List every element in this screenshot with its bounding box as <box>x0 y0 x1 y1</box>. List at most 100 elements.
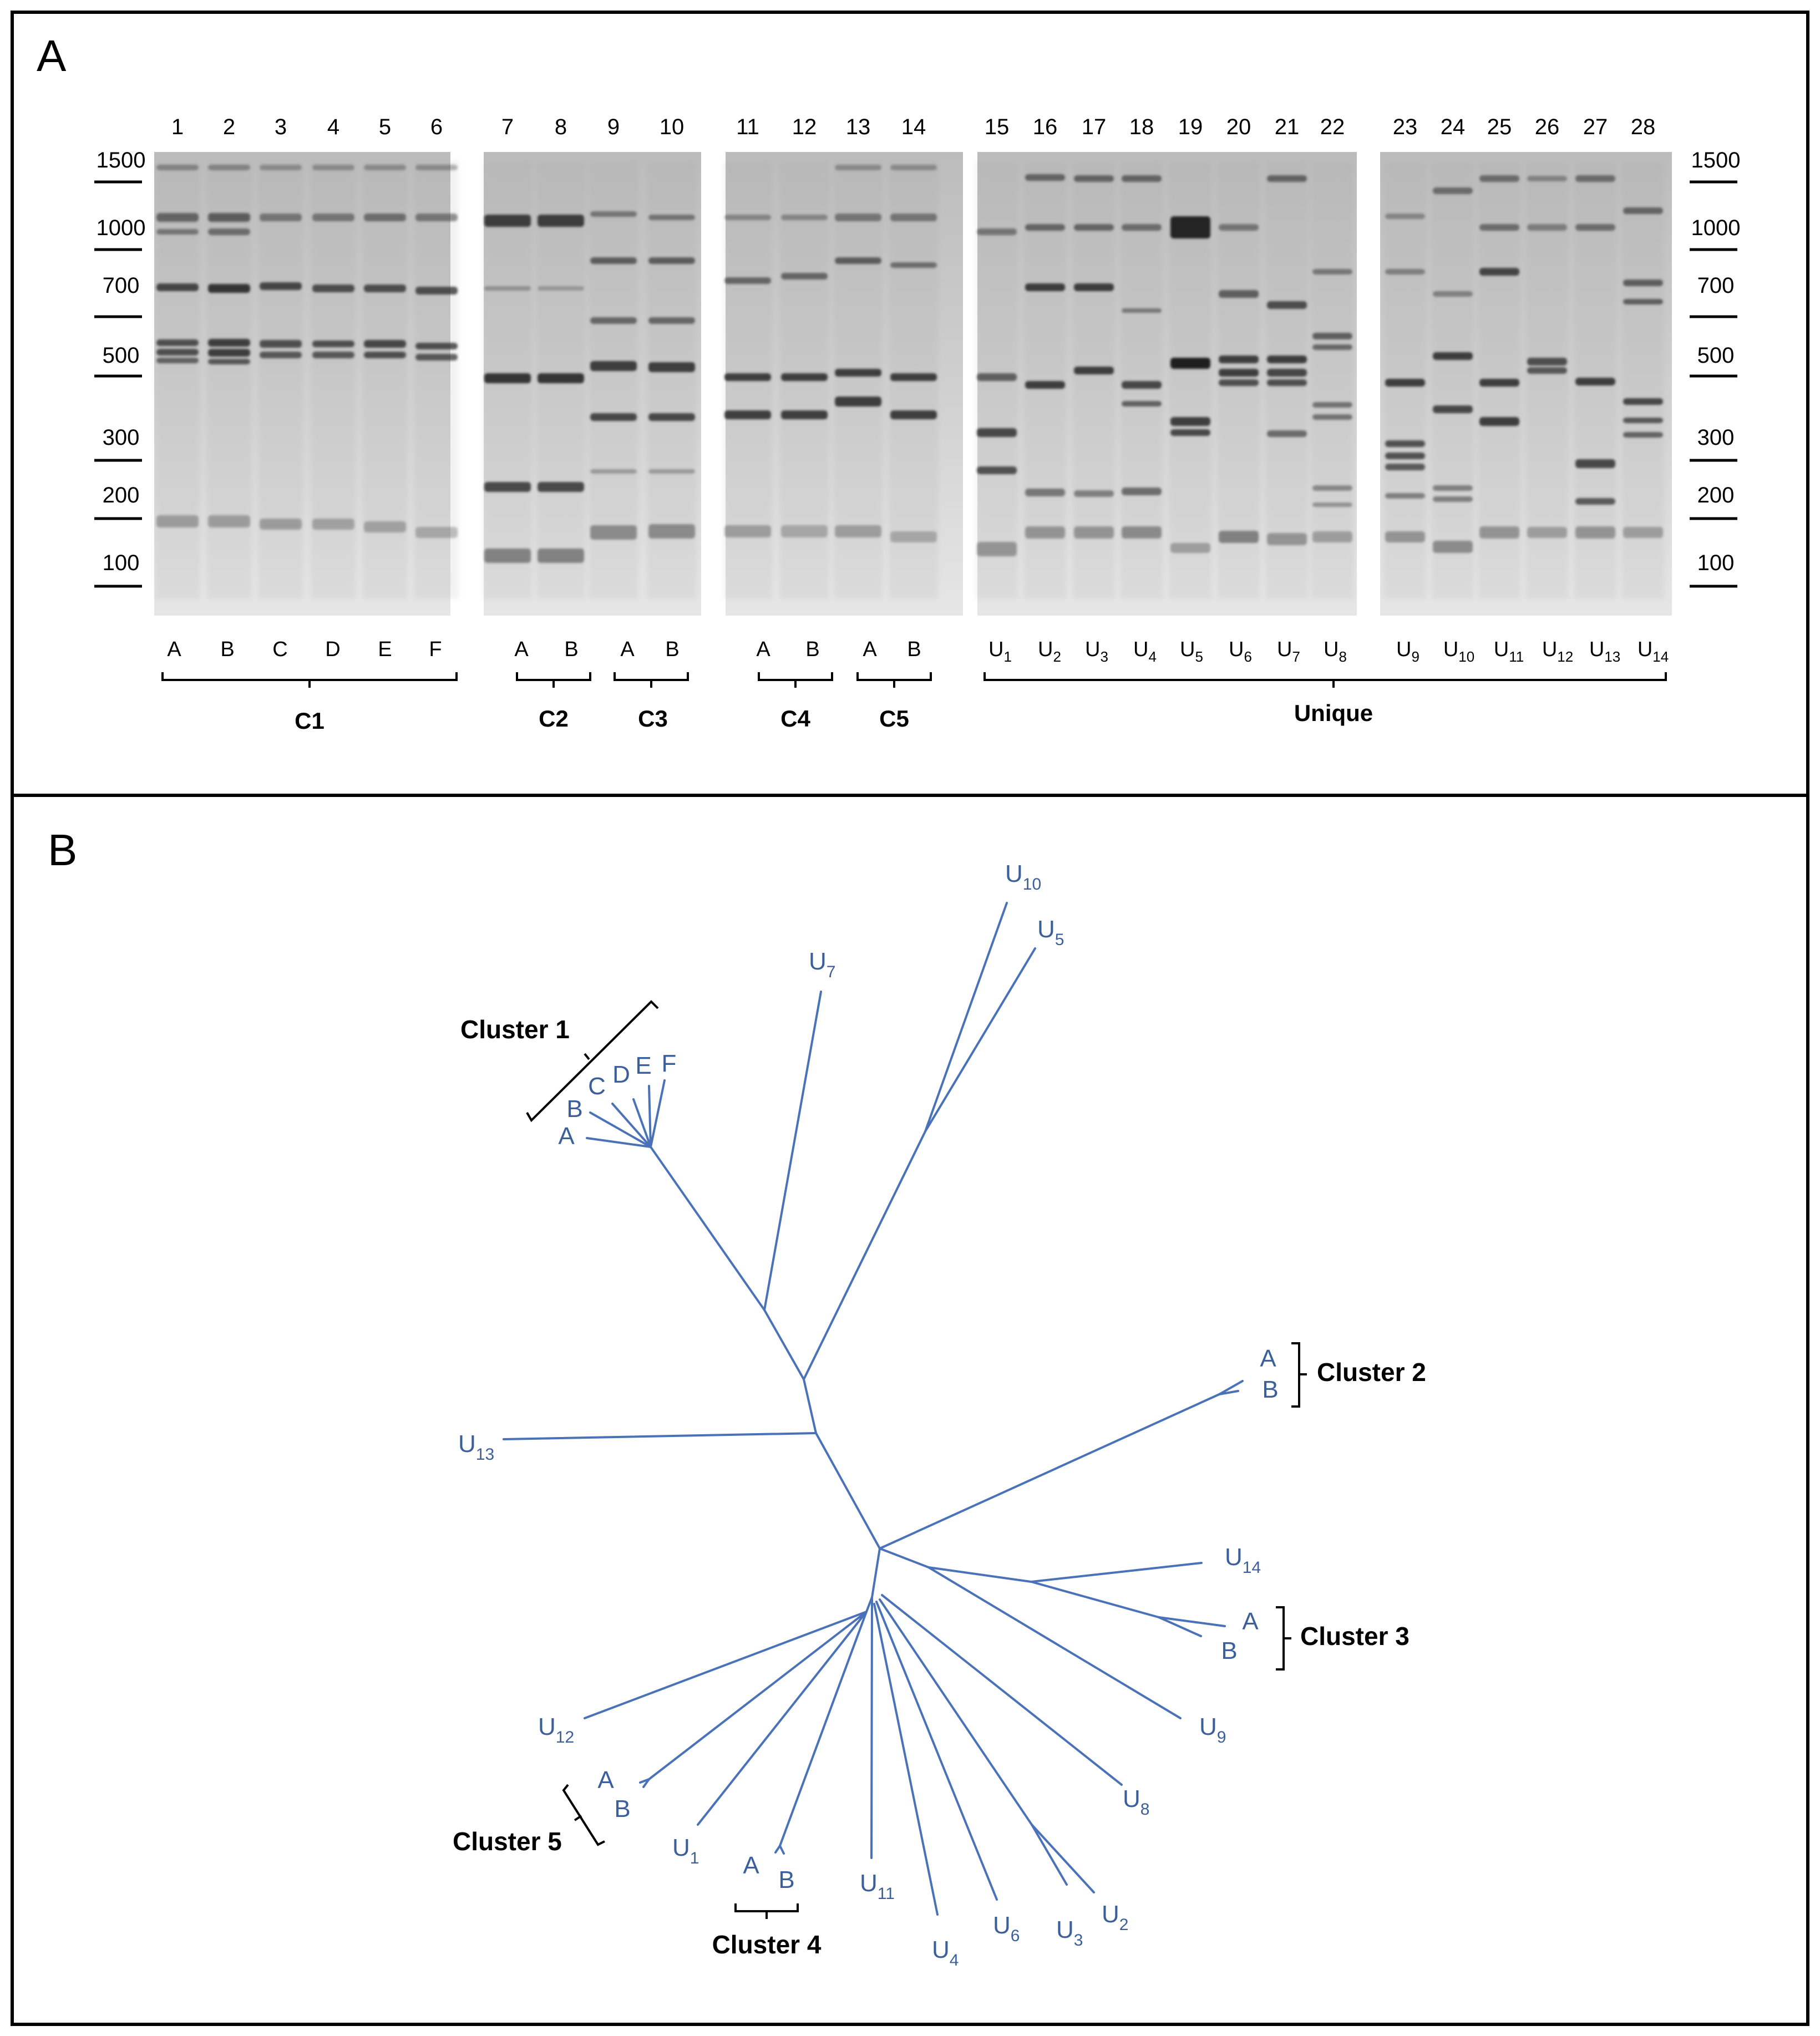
gel-band <box>1312 531 1352 542</box>
gel-band <box>1170 417 1210 426</box>
gel-band <box>364 285 406 292</box>
gel-band <box>1527 367 1567 374</box>
gel-band <box>260 282 302 290</box>
gel-band <box>890 165 937 170</box>
gel-band <box>1122 308 1162 313</box>
gel-band <box>312 285 354 292</box>
gel-band <box>977 542 1017 556</box>
gel-band <box>1170 429 1210 436</box>
gel-band <box>208 359 250 364</box>
gel-band <box>890 373 937 381</box>
bracket-unique <box>985 672 1666 688</box>
gel-band <box>781 273 828 280</box>
gel-band <box>1267 369 1307 377</box>
lane-letter: B <box>907 638 921 661</box>
lane-number: 18 <box>1129 115 1154 139</box>
lane-number: 27 <box>1583 115 1608 139</box>
gel-band <box>1312 344 1352 350</box>
gel-band <box>1623 207 1663 214</box>
panel-a-label: A <box>37 31 67 80</box>
gel-lane <box>1432 161 1474 599</box>
gel-band <box>415 354 458 361</box>
tree-leaf-u4: U4 <box>932 1936 959 1969</box>
gel-lane <box>207 161 251 599</box>
gel-band <box>1623 398 1663 405</box>
group-label-c2: C2 <box>539 705 569 732</box>
size-marker-label: 500 <box>103 343 140 368</box>
gel-band <box>1623 299 1663 304</box>
lane-number: 19 <box>1178 115 1203 139</box>
gel-band <box>724 410 771 419</box>
unique-lane-label: U3 <box>1085 638 1108 665</box>
lane-letter: A <box>756 638 770 661</box>
tree-branch <box>880 1394 1219 1548</box>
gel-band <box>1623 418 1663 423</box>
gel-band <box>835 525 881 537</box>
gel-band <box>156 349 199 356</box>
lane-letter: C <box>272 638 287 661</box>
lane-number: 16 <box>1033 115 1058 139</box>
gel-band <box>312 519 354 530</box>
tree-leaf-u8: U8 <box>1123 1785 1149 1819</box>
gel-band <box>1122 401 1162 407</box>
gel-band <box>1312 502 1352 507</box>
tree-branch <box>872 1548 880 1597</box>
gel-band <box>364 214 406 221</box>
gel-band <box>835 369 881 377</box>
tree-leaf-u3: U3 <box>1056 1916 1083 1949</box>
panel-b-label: B <box>48 825 77 875</box>
size-marker-label: 300 <box>1697 425 1735 450</box>
gel-band <box>835 257 881 264</box>
gel-band <box>1219 379 1259 386</box>
gel-band <box>781 525 828 537</box>
gel-band <box>590 361 637 371</box>
tree-leaf-cluster5-b: B <box>614 1795 630 1822</box>
tree-leaf-u2: U2 <box>1102 1901 1128 1934</box>
unique-lane-label: U4 <box>1133 638 1157 665</box>
size-marker-label: 100 <box>103 551 140 575</box>
tree-leaf-f: F <box>662 1050 677 1077</box>
lane-number: 28 <box>1631 115 1656 139</box>
gel-band <box>1122 526 1162 539</box>
gel-band <box>648 317 695 324</box>
gel-band <box>156 515 199 527</box>
size-marker-label: 500 <box>1697 343 1735 368</box>
gel-band <box>781 373 828 381</box>
gel-band <box>1527 176 1567 181</box>
gel-band <box>590 257 637 264</box>
bracket-c2 <box>517 672 590 688</box>
lane-number: 2 <box>223 115 235 139</box>
tree-branch <box>1031 1563 1201 1582</box>
gel-band <box>1267 430 1307 437</box>
gel-band <box>484 286 531 291</box>
tree-leaf-u6: U6 <box>993 1912 1020 1945</box>
gel-band <box>724 277 771 284</box>
gel-band <box>590 525 637 540</box>
unique-lane-label: U6 <box>1229 638 1252 665</box>
gel-band <box>538 286 584 291</box>
tree-branch <box>816 1433 880 1548</box>
gel-band <box>724 215 771 220</box>
gel-band <box>1575 459 1615 468</box>
gel-band <box>538 482 584 492</box>
tree-leaf-u12: U12 <box>538 1713 574 1746</box>
tree-branch <box>764 1310 804 1379</box>
gel-band <box>1575 378 1615 385</box>
gel-band <box>1219 224 1259 231</box>
cluster-label-5: Cluster 5 <box>453 1827 562 1856</box>
gel-band <box>1267 356 1307 363</box>
gel-band <box>1527 527 1567 538</box>
gel-band <box>977 466 1017 474</box>
gel-band <box>538 549 584 563</box>
cluster3-bracket <box>1276 1607 1291 1669</box>
bracket-c4 <box>759 672 832 688</box>
gel-band <box>890 262 937 268</box>
gel-band <box>648 413 695 421</box>
gel-band <box>1074 367 1114 374</box>
lane-number: 24 <box>1441 115 1466 139</box>
panel-b-frame <box>12 795 1808 2024</box>
gel-band <box>1267 379 1307 386</box>
unique-lane-label: U8 <box>1324 638 1347 665</box>
group-brackets <box>163 672 1666 688</box>
